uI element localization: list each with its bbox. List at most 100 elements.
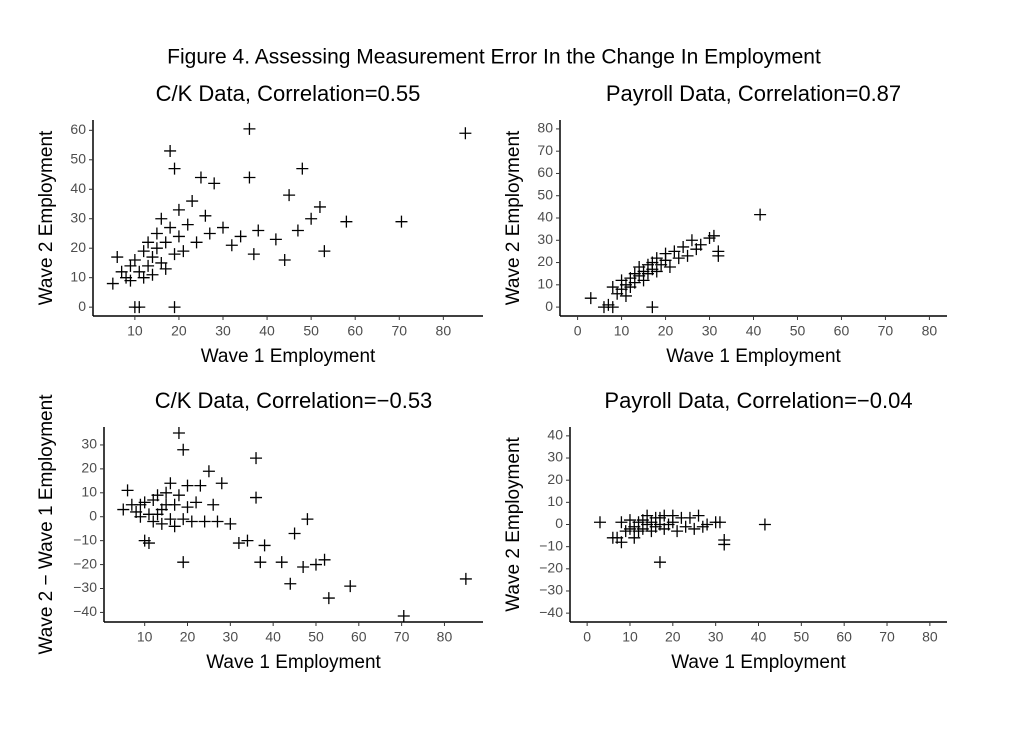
point bbox=[688, 522, 701, 535]
y-tick-label: 0 bbox=[545, 298, 553, 314]
point bbox=[628, 531, 641, 544]
y-tick-label: 20 bbox=[81, 460, 97, 476]
y-tick-label: 50 bbox=[537, 186, 553, 202]
point bbox=[186, 195, 199, 208]
point bbox=[172, 426, 185, 439]
point bbox=[283, 189, 296, 202]
point bbox=[297, 560, 310, 573]
x-tick-label: 30 bbox=[223, 629, 239, 645]
point bbox=[615, 516, 628, 529]
y-tick-label: 60 bbox=[70, 121, 86, 137]
panel-title: C/K Data, Correlation=0.55 bbox=[156, 81, 421, 106]
point bbox=[305, 212, 318, 225]
point bbox=[623, 514, 636, 527]
x-tick-label: 60 bbox=[834, 323, 850, 339]
x-tick-label: 60 bbox=[347, 323, 363, 339]
point bbox=[254, 556, 267, 569]
point bbox=[181, 218, 194, 231]
x-tick-label: 20 bbox=[180, 629, 196, 645]
point bbox=[252, 224, 265, 237]
x-axis-label: Wave 1 Employment bbox=[206, 652, 381, 673]
point bbox=[243, 122, 256, 135]
y-tick-label: −10 bbox=[539, 537, 563, 553]
y-tick-label: 20 bbox=[537, 253, 553, 269]
y-axis-label: Wave 2 − Wave 1 Employment bbox=[36, 394, 57, 655]
point bbox=[606, 301, 619, 314]
point bbox=[185, 515, 198, 528]
x-tick-label: 60 bbox=[351, 629, 367, 645]
x-tick-label: 40 bbox=[265, 629, 281, 645]
x-tick-label: 30 bbox=[708, 629, 724, 645]
point bbox=[322, 592, 335, 605]
point bbox=[128, 254, 141, 266]
point bbox=[459, 127, 472, 140]
point bbox=[198, 515, 211, 528]
point bbox=[177, 245, 190, 258]
point bbox=[318, 245, 331, 258]
x-tick-label: 20 bbox=[665, 629, 681, 645]
point bbox=[278, 254, 291, 266]
y-tick-label: 70 bbox=[537, 142, 553, 158]
x-tick-label: 20 bbox=[171, 323, 187, 339]
x-tick-label: 60 bbox=[836, 629, 852, 645]
point bbox=[677, 240, 690, 253]
x-tick-label: 10 bbox=[622, 629, 638, 645]
x-axis-label: Wave 1 Employment bbox=[666, 346, 841, 367]
point bbox=[701, 518, 714, 531]
point bbox=[137, 245, 150, 258]
y-tick-label: −10 bbox=[73, 531, 97, 547]
point bbox=[164, 221, 177, 234]
point bbox=[151, 489, 164, 502]
point bbox=[138, 496, 151, 509]
y-tick-label: 20 bbox=[547, 471, 563, 487]
point bbox=[584, 292, 597, 305]
point bbox=[758, 518, 771, 531]
point bbox=[133, 301, 146, 314]
point bbox=[207, 498, 220, 511]
x-tick-label: 30 bbox=[215, 323, 231, 339]
point bbox=[646, 301, 659, 314]
point bbox=[685, 234, 698, 247]
x-tick-label: 40 bbox=[259, 323, 275, 339]
y-tick-label: 60 bbox=[537, 164, 553, 180]
point bbox=[395, 215, 408, 228]
y-tick-label: 10 bbox=[70, 268, 86, 284]
point bbox=[713, 516, 726, 529]
x-tick-label: 20 bbox=[658, 323, 674, 339]
y-tick-label: −40 bbox=[539, 604, 563, 620]
point bbox=[177, 443, 190, 456]
point bbox=[679, 520, 692, 533]
point bbox=[194, 171, 207, 184]
point bbox=[168, 162, 181, 175]
y-tick-label: 10 bbox=[547, 493, 563, 509]
y-tick-label: 30 bbox=[537, 231, 553, 247]
y-tick-label: 30 bbox=[81, 436, 97, 452]
panel-title: C/K Data, Correlation=−0.53 bbox=[155, 388, 433, 413]
x-tick-label: 10 bbox=[137, 629, 153, 645]
point bbox=[681, 249, 694, 262]
point bbox=[672, 252, 685, 265]
point bbox=[160, 486, 173, 499]
y-tick-label: 30 bbox=[70, 209, 86, 225]
point bbox=[671, 525, 684, 538]
y-tick-label: 10 bbox=[537, 276, 553, 292]
point bbox=[653, 556, 666, 569]
point bbox=[168, 248, 181, 261]
point bbox=[683, 511, 696, 524]
point bbox=[225, 239, 238, 252]
point bbox=[243, 171, 256, 184]
point bbox=[215, 477, 228, 490]
point bbox=[146, 268, 159, 281]
point bbox=[150, 227, 163, 240]
point bbox=[637, 274, 650, 287]
y-tick-label: 0 bbox=[78, 298, 86, 314]
point bbox=[707, 229, 720, 242]
point bbox=[459, 572, 472, 585]
point bbox=[155, 517, 168, 530]
point bbox=[258, 539, 271, 552]
point bbox=[142, 259, 155, 272]
point bbox=[275, 556, 288, 569]
point bbox=[619, 289, 632, 302]
x-tick-label: 50 bbox=[794, 629, 810, 645]
y-axis-label: Wave 2 Employment bbox=[503, 130, 524, 305]
